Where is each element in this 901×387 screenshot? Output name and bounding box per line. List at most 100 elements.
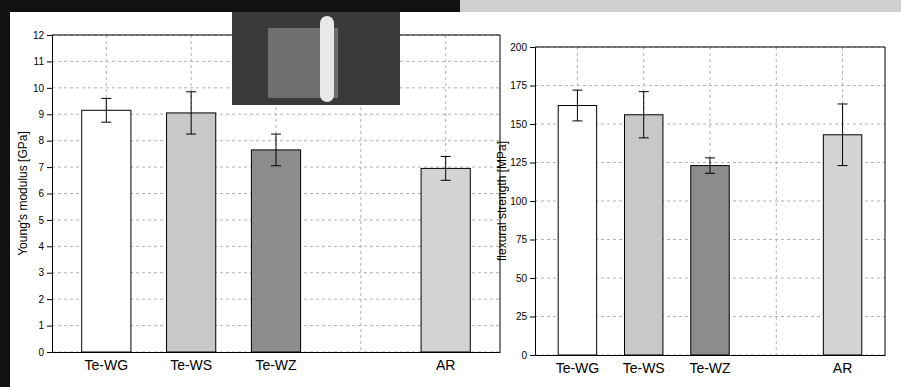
error-bar-cap xyxy=(838,165,848,166)
error-bar-cap xyxy=(186,134,196,135)
tick-label: 1 xyxy=(38,320,44,331)
error-bar-cap xyxy=(101,98,111,99)
error-bar xyxy=(101,98,111,122)
tick-label: AR xyxy=(436,357,455,373)
tick: 0 xyxy=(38,347,52,358)
tick: 2 xyxy=(38,294,52,305)
error-bar-cap xyxy=(639,91,649,92)
axis-title: flexural strength [MPa] xyxy=(495,141,509,261)
frame xyxy=(535,47,885,48)
tick-mark xyxy=(530,278,535,279)
error-bar-line xyxy=(577,90,578,121)
error-bar-line xyxy=(842,104,843,166)
tick-label: Te-WG xyxy=(556,360,600,376)
tick: 7 xyxy=(38,162,52,173)
tick-mark xyxy=(47,61,52,62)
x-axis: Te-WG Te-WS Te-WZ AR xyxy=(536,355,886,376)
tick-label: 100 xyxy=(510,196,527,207)
x-axis: Te-WGTe-WSTe-WZAR xyxy=(53,352,501,373)
tick-label: 3 xyxy=(38,267,44,278)
tick-mark xyxy=(47,220,52,221)
tick: 12 xyxy=(33,30,52,41)
tick: 50 xyxy=(516,273,535,284)
tick-label: Te-WS xyxy=(623,360,665,376)
tick: AR xyxy=(436,352,455,373)
tick-mark xyxy=(47,141,52,142)
error-bar-cap xyxy=(838,103,848,104)
tick-mark xyxy=(530,355,535,356)
axis-title: Young's modulus [GPa] xyxy=(16,131,30,256)
tick-mark xyxy=(530,86,535,87)
error-bar xyxy=(271,134,281,166)
tick: Te-WZ xyxy=(689,355,731,376)
tick-label: 2 xyxy=(38,294,44,305)
tick-mark xyxy=(47,299,52,300)
inset-photo xyxy=(232,12,400,105)
error-bar xyxy=(705,158,715,173)
error-bar-cap xyxy=(186,91,196,92)
tick: 8 xyxy=(38,135,52,146)
error-bar xyxy=(186,92,196,134)
bar xyxy=(558,106,596,355)
error-bar-cap xyxy=(572,90,582,91)
top-band xyxy=(0,0,460,12)
error-bar xyxy=(441,157,451,181)
tick: 6 xyxy=(38,188,52,199)
tick-label: 125 xyxy=(510,157,527,168)
tick-label: 50 xyxy=(516,273,528,284)
marks xyxy=(558,90,862,355)
tick-label: 5 xyxy=(38,215,44,226)
error-bar-line xyxy=(191,92,192,134)
tick-label: 12 xyxy=(33,30,45,41)
bar xyxy=(691,166,729,355)
tick: 25 xyxy=(516,311,535,322)
bar xyxy=(82,110,131,352)
tick-label: 0 xyxy=(521,350,527,361)
tick-mark xyxy=(47,326,52,327)
tick-label: 200 xyxy=(510,42,527,53)
tick-label: AR xyxy=(833,360,852,376)
background xyxy=(0,0,901,387)
tick-mark xyxy=(530,201,535,202)
error-bar-cap xyxy=(705,173,715,174)
grid-line xyxy=(776,47,777,355)
error-bar xyxy=(838,104,848,166)
tick-label: Te-WZ xyxy=(255,357,297,373)
tick-label: 150 xyxy=(510,119,527,130)
error-bar-line xyxy=(276,134,277,166)
inset-specimen xyxy=(320,16,334,102)
tick-label: 6 xyxy=(38,188,44,199)
bar xyxy=(251,150,300,352)
y-axis: 0255075100125150175200 xyxy=(510,42,535,361)
error-bar-line xyxy=(445,157,446,181)
tick: 9 xyxy=(38,109,52,120)
error-bar-cap xyxy=(572,120,582,121)
tick-label: 4 xyxy=(38,241,44,252)
tick-mark xyxy=(47,167,52,168)
tick: Te-WG xyxy=(556,355,600,376)
tick: 0 xyxy=(521,350,535,361)
axis-line xyxy=(536,355,886,356)
tick-label: 0 xyxy=(38,347,44,358)
top-band-right xyxy=(460,0,901,12)
bar xyxy=(167,113,216,352)
tick-mark xyxy=(47,114,52,115)
tick-label: 11 xyxy=(34,56,45,67)
tick: Te-WS xyxy=(623,355,665,376)
bar xyxy=(624,115,662,355)
tick: 1 xyxy=(38,320,52,331)
tick-mark xyxy=(47,194,52,195)
tick: Te-WZ xyxy=(255,352,297,373)
tick-label: 25 xyxy=(516,311,528,322)
tick-mark xyxy=(47,246,52,247)
tick: 175 xyxy=(510,80,535,91)
axis-line xyxy=(52,36,53,353)
tick: Te-WG xyxy=(85,352,129,373)
bar xyxy=(421,168,470,352)
left-band xyxy=(0,0,10,387)
tick: 3 xyxy=(38,267,52,278)
tick: 5 xyxy=(38,215,52,226)
tick-label: 8 xyxy=(38,135,44,146)
canvas: 0123456789101112Te-WGTe-WSTe-WZARYoung's… xyxy=(0,0,901,387)
tick-mark xyxy=(530,124,535,125)
